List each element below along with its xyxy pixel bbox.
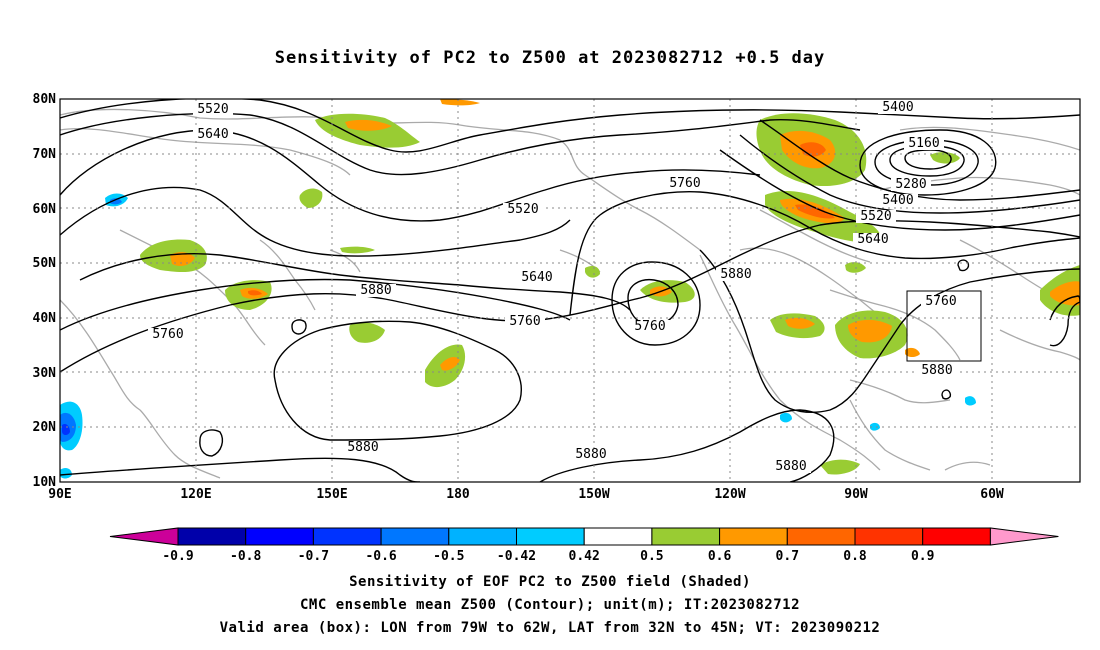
colorbar-tick-label: -0.8 bbox=[230, 549, 261, 564]
lat-label: 30N bbox=[33, 366, 57, 381]
lon-label: 150E bbox=[316, 487, 347, 502]
colorbar bbox=[109, 527, 1059, 546]
contour-label: 5880 bbox=[575, 447, 606, 462]
lon-label: 180 bbox=[446, 487, 470, 502]
contour-label: 5880 bbox=[921, 363, 952, 378]
contour-label-bg bbox=[904, 137, 944, 150]
map-title: Sensitivity of PC2 to Z500 at 2023082712… bbox=[274, 48, 826, 68]
lon-label: 150W bbox=[578, 487, 609, 502]
contour-label-bg bbox=[878, 194, 918, 207]
colorbar-segment bbox=[786, 527, 856, 546]
contour-label-bg bbox=[921, 295, 961, 308]
grid-lines bbox=[60, 99, 1080, 482]
colorbar-tick-label: 0.42 bbox=[569, 549, 600, 564]
contour-label-bg bbox=[716, 268, 756, 281]
contour-label: 5760 bbox=[925, 294, 956, 309]
contour-label: 5640 bbox=[197, 127, 228, 142]
contour-label: 5400 bbox=[882, 193, 913, 208]
latitude-labels: 80N 70N 60N 50N 40N 30N 20N 10N bbox=[33, 92, 57, 490]
colorbar-tick-label: -0.42 bbox=[497, 549, 536, 564]
lon-label: 90E bbox=[48, 487, 71, 502]
lat-label: 10N bbox=[33, 475, 57, 490]
valid-area-box bbox=[906, 290, 982, 362]
negative-sensitivity-patches bbox=[60, 193, 976, 479]
contour-label: 5520 bbox=[860, 209, 891, 224]
colorbar-tick-label: 0.8 bbox=[843, 549, 867, 564]
colorbar-segment bbox=[312, 527, 382, 546]
colorbar-labels: -0.9 -0.8 -0.7 -0.6 -0.5 -0.42 0.42 0.5 0.6 0.7 0.… bbox=[162, 549, 934, 564]
contour-label: 5880 bbox=[775, 459, 806, 474]
colorbar-segment bbox=[177, 527, 247, 546]
contour-label: 5520 bbox=[197, 102, 228, 117]
contour-label-bg bbox=[505, 315, 545, 328]
lat-label: 60N bbox=[33, 202, 57, 217]
contour-label-bg bbox=[853, 233, 893, 246]
colorbar-segment bbox=[854, 527, 924, 546]
lon-label: 120E bbox=[180, 487, 211, 502]
contour-label: 5160 bbox=[908, 136, 939, 151]
z500-contours bbox=[60, 99, 1080, 482]
colorbar-tick-label: -0.5 bbox=[433, 549, 464, 564]
lon-label: 60W bbox=[980, 487, 1004, 502]
colorbar-segment bbox=[448, 527, 517, 546]
caption-line-3: Valid area (box): LON from 79W to 62W, L… bbox=[219, 620, 881, 636]
contour-label: 5280 bbox=[895, 177, 926, 192]
colorbar-segment bbox=[719, 527, 788, 546]
colorbar-tick-label: 0.7 bbox=[776, 549, 799, 564]
lat-label: 70N bbox=[33, 147, 57, 162]
lat-label: 50N bbox=[33, 256, 57, 271]
contour-label-bg bbox=[771, 460, 811, 473]
contour-label-bg bbox=[856, 210, 896, 223]
contour-label-bg bbox=[630, 320, 670, 333]
colorbar-segment bbox=[516, 527, 585, 546]
caption-line-1: Sensitivity of EOF PC2 to Z500 field (Sh… bbox=[349, 574, 751, 590]
contour-label: 5640 bbox=[857, 232, 888, 247]
contour-label: 5880 bbox=[720, 267, 751, 282]
colorbar-tick-label: 0.5 bbox=[640, 549, 663, 564]
contour-label-bg bbox=[503, 203, 543, 216]
contour-label-bg bbox=[148, 328, 188, 341]
contour-label-bg bbox=[356, 284, 396, 297]
colorbar-tick-label: 0.9 bbox=[911, 549, 934, 564]
colorbar-tick-label: -0.7 bbox=[298, 549, 329, 564]
lat-label: 20N bbox=[33, 420, 57, 435]
contour-label: 5880 bbox=[347, 440, 378, 455]
contour-label-bg bbox=[878, 101, 918, 114]
contour-label: 5760 bbox=[634, 319, 665, 334]
lat-label: 40N bbox=[33, 311, 57, 326]
lon-label: 90W bbox=[844, 487, 868, 502]
contour-label: 5640 bbox=[521, 270, 552, 285]
contour-label: 5880 bbox=[360, 283, 391, 298]
contour-label-bg bbox=[891, 178, 931, 191]
colorbar-segment bbox=[922, 527, 991, 546]
colorbar-tick-label: 0.6 bbox=[708, 549, 732, 564]
colorbar-tick-label: -0.6 bbox=[365, 549, 396, 564]
contour-label-bg bbox=[193, 103, 233, 116]
contour-labels: 5520564054005160528054005520564057605520… bbox=[148, 100, 961, 474]
colorbar-right-extend bbox=[989, 527, 1059, 546]
contour-label: 5400 bbox=[882, 100, 913, 115]
colorbar-segment bbox=[651, 527, 721, 546]
colorbar-left-extend bbox=[109, 527, 179, 546]
colorbar-segment bbox=[583, 527, 653, 546]
lat-label: 80N bbox=[33, 92, 57, 107]
contour-label: 5520 bbox=[507, 202, 538, 217]
longitude-labels: 90E 120E 150E 180 150W 120W 90W 60W bbox=[48, 487, 1004, 502]
lon-label: 120W bbox=[714, 487, 745, 502]
contour-label-bg bbox=[665, 177, 705, 190]
colorbar-tick-label: -0.9 bbox=[162, 549, 193, 564]
contour-label: 5760 bbox=[669, 176, 700, 191]
contour-label-bg bbox=[343, 441, 383, 454]
contour-label-bg bbox=[571, 448, 611, 461]
contour-label-bg bbox=[517, 271, 557, 284]
contour-label: 5760 bbox=[152, 327, 183, 342]
contour-label: 5760 bbox=[509, 314, 540, 329]
contour-label-bg bbox=[193, 128, 233, 141]
plot-frame bbox=[59, 98, 1081, 483]
colorbar-segment bbox=[380, 527, 450, 546]
caption-line-2: CMC ensemble mean Z500 (Contour); unit(m… bbox=[299, 597, 800, 613]
contour-label-bg bbox=[917, 364, 957, 377]
colorbar-segment bbox=[245, 527, 314, 546]
